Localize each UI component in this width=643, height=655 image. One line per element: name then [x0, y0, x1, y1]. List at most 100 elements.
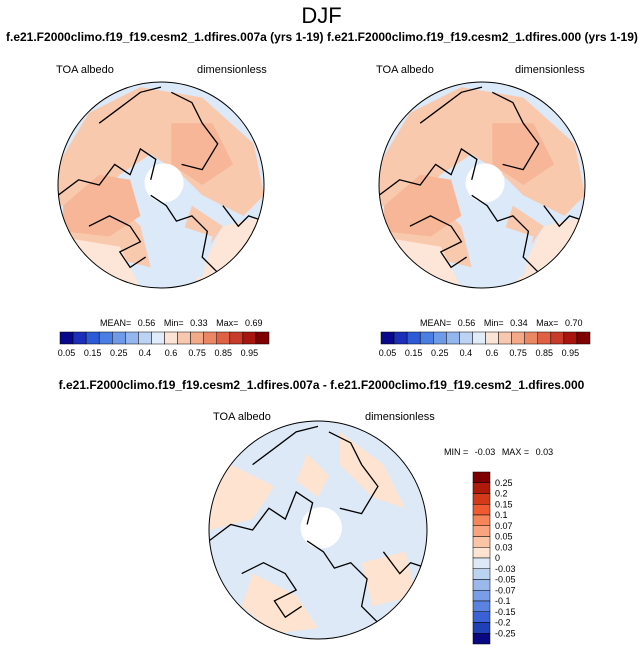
colorbar-swatch-2-14 [472, 622, 491, 634]
panel3-units-label: dimensionless [365, 411, 435, 423]
colorbar-swatch-0-15 [255, 331, 270, 345]
panel1-mean-value: 0.56 [137, 318, 156, 328]
panel2-mean-label: MEAN= [420, 318, 452, 328]
coastline-2-2 [306, 540, 379, 624]
colorbar-swatch-1-7 [472, 331, 486, 345]
colorbar-tick-label-0-3: 0.4 [139, 348, 152, 358]
colorbar-swatch-0-2 [85, 331, 100, 345]
colorbar-swatch-0-7 [151, 331, 165, 345]
colorbar-tick-label-2-4: 0.07 [495, 521, 513, 531]
coastline-1-5 [543, 205, 585, 228]
map-border-1 [378, 81, 586, 289]
colorbar-tick-label-0-6: 0.85 [215, 348, 233, 358]
colorbar-tick-label-0-5: 0.75 [188, 348, 206, 358]
colorbar-swatch-0-0 [59, 331, 74, 345]
colorbar-swatch-2-4 [472, 514, 491, 526]
colorbar-tick-label-1-3: 0.4 [460, 348, 473, 358]
panel1-title: f.e21.F2000climo.f19_f19.cesm2_1.dfires.… [6, 30, 324, 44]
field-region-peak-1-1 [492, 123, 555, 185]
colorbar-swatch-0-1 [72, 331, 87, 345]
colorbar-tick-label-0-1: 0.15 [84, 348, 102, 358]
colorbar-swatch-1-15 [576, 331, 591, 345]
colorbar-swatch-1-2 [406, 331, 421, 345]
coastline-2-0 [209, 490, 314, 542]
polar-gap-2 [300, 507, 342, 549]
colorbar-tick-label-1-0: 0.05 [379, 348, 397, 358]
colorbar-tick-label-1-1: 0.15 [405, 348, 423, 358]
colorbar-1: 0.05 0.15 0.25 0.4 0.6 0.75 0.85 0.95 [379, 331, 591, 358]
colorbar-tick-label-1-7: 0.95 [562, 348, 580, 358]
colorbar-swatch-0-12 [216, 331, 231, 345]
colorbar-swatch-1-10 [511, 331, 525, 345]
colorbar-tick-label-2-2: 0.15 [495, 499, 513, 509]
colorbar-tick-label-0-2: 0.25 [110, 348, 128, 358]
colorbar-tick-label-0-7: 0.95 [241, 348, 259, 358]
panel1-min-label: Min= [163, 318, 184, 328]
panel3-min-label: MIN = [444, 447, 469, 457]
coastline-0-0 [58, 147, 157, 196]
coastline-0-3 [171, 91, 219, 171]
colorbar-swatch-0-9 [177, 331, 191, 345]
panel1-max-label: Max= [216, 318, 239, 328]
colorbar-swatch-2-8 [472, 557, 491, 569]
coastline-1-0 [379, 147, 478, 196]
colorbar-tick-label-2-5: 0.05 [495, 532, 513, 542]
field-region-positive-2-2 [241, 573, 318, 634]
colorbar-tick-label-2-12: -0.15 [495, 607, 516, 617]
field-region-positive-2-0 [209, 464, 275, 530]
coastline-2-1 [241, 561, 302, 619]
colorbar-swatch-0-5 [125, 331, 139, 345]
polar-gap-0 [144, 163, 184, 203]
colorbar-swatch-2-0 [472, 471, 491, 483]
colorbar-swatch-2-15 [472, 633, 491, 645]
map-border-2 [208, 420, 428, 640]
colorbar-swatch-1-0 [380, 331, 395, 345]
colorbar-swatch-0-4 [112, 331, 126, 345]
panel1-min-value: 0.33 [190, 318, 208, 328]
colorbar-swatch-2-2 [472, 493, 491, 505]
colorbar-swatch-1-1 [393, 331, 408, 345]
panel1-mean-label: MEAN= [100, 318, 132, 328]
colorbar-2: 0.250.20.150.10.070.050.030-0.03-0.05-0.… [472, 471, 516, 645]
panel1-units-label: dimensionless [197, 64, 267, 76]
colorbar-swatch-1-12 [537, 331, 552, 345]
colorbar-swatch-0-8 [164, 331, 178, 345]
coastline-0-5 [222, 205, 264, 228]
coastline-1-3 [492, 91, 540, 171]
colorbar-0: 0.05 0.15 0.25 0.4 0.6 0.75 0.85 0.95 [58, 331, 270, 358]
panel2-stats: MEAN= 0.56 Min= 0.34 Max= 0.70 [420, 318, 582, 328]
coastline-1-1 [409, 215, 467, 269]
panel3-max-value: 0.03 [535, 447, 554, 457]
colorbar-swatch-2-1 [472, 482, 491, 494]
map-border-0 [57, 81, 265, 289]
colorbar-tick-label-2-11: -0.1 [495, 596, 511, 606]
panel2-max-label: Max= [536, 318, 559, 328]
colorbar-swatch-0-3 [98, 331, 113, 345]
colorbar-swatch-1-4 [433, 331, 447, 345]
colorbar-swatch-0-13 [229, 331, 244, 345]
colorbar-swatch-2-7 [472, 547, 491, 559]
colorbar-swatch-1-9 [498, 331, 512, 345]
colorbar-tick-label-2-7: 0 [495, 553, 500, 563]
colorbar-swatch-2-10 [472, 579, 491, 591]
colorbar-tick-label-2-14: -0.25 [495, 628, 516, 638]
colorbar-tick-label-1-4: 0.6 [486, 348, 499, 358]
colorbar-swatch-1-5 [446, 331, 460, 345]
coastline-2-4 [252, 425, 319, 466]
colorbar-swatch-0-11 [203, 331, 217, 345]
colorbar-swatch-1-6 [459, 331, 473, 345]
polar-gap-1 [465, 163, 505, 203]
coastline-1-2 [471, 194, 540, 274]
colorbar-tick-label-1-2: 0.25 [431, 348, 449, 358]
colorbar-tick-label-2-8: -0.03 [495, 564, 516, 574]
field-region-positive-2-4 [296, 453, 329, 498]
panel3-min-value: -0.03 [474, 447, 496, 457]
coastline-0-2 [150, 194, 219, 274]
panel2-title: f.e21.F2000climo.f19_f19.cesm2_1.dfires.… [327, 30, 638, 44]
coastline-2-3 [328, 431, 379, 515]
panel3-max-label: MAX = [501, 447, 530, 457]
colorbar-tick-label-2-6: 0.03 [495, 542, 513, 552]
colorbar-swatch-1-3 [419, 331, 434, 345]
panel3-title: f.e21.F2000climo.f19_f19.cesm2_1.dfires.… [58, 378, 585, 392]
colorbar-swatch-2-9 [472, 568, 491, 580]
